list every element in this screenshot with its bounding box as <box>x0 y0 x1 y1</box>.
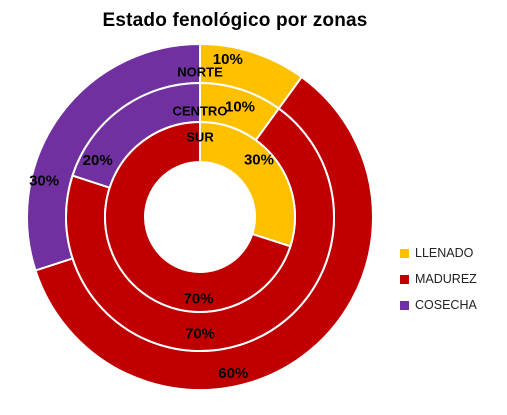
ring-label-norte: NORTE <box>177 65 223 80</box>
ring-label-sur: SUR <box>186 130 214 145</box>
legend-item-cosecha: COSECHA <box>400 292 477 318</box>
data-label-norte-cosecha: 30% <box>29 173 59 190</box>
legend-item-llenado: LLENADO <box>400 240 477 266</box>
legend-swatch-llenado <box>400 248 409 258</box>
slice-sur-llenado <box>199 120 296 248</box>
data-label-sur-madurez: 70% <box>184 290 214 307</box>
legend-label-llenado: LLENADO <box>415 246 474 260</box>
chart-title: Estado fenológico por zonas <box>102 10 368 31</box>
legend-label-cosecha: COSECHA <box>415 298 477 312</box>
legend: LLENADO MADUREZ COSECHA <box>400 240 477 318</box>
slice-sur-madurez <box>104 120 292 313</box>
data-label-centro-madurez: 70% <box>185 326 215 343</box>
donut-slices <box>26 42 374 391</box>
data-label-norte-madurez: 60% <box>218 365 248 382</box>
legend-item-madurez: MADUREZ <box>400 266 477 292</box>
data-label-norte-llenado: 10% <box>213 51 243 68</box>
legend-swatch-cosecha <box>400 300 409 310</box>
data-label-centro-llenado: 10% <box>225 99 255 116</box>
legend-swatch-madurez <box>400 274 409 284</box>
ring-label-centro: CENTRO <box>173 104 228 119</box>
data-label-centro-cosecha: 20% <box>83 152 113 169</box>
legend-label-madurez: MADUREZ <box>415 272 477 286</box>
data-label-sur-llenado: 30% <box>244 152 274 169</box>
